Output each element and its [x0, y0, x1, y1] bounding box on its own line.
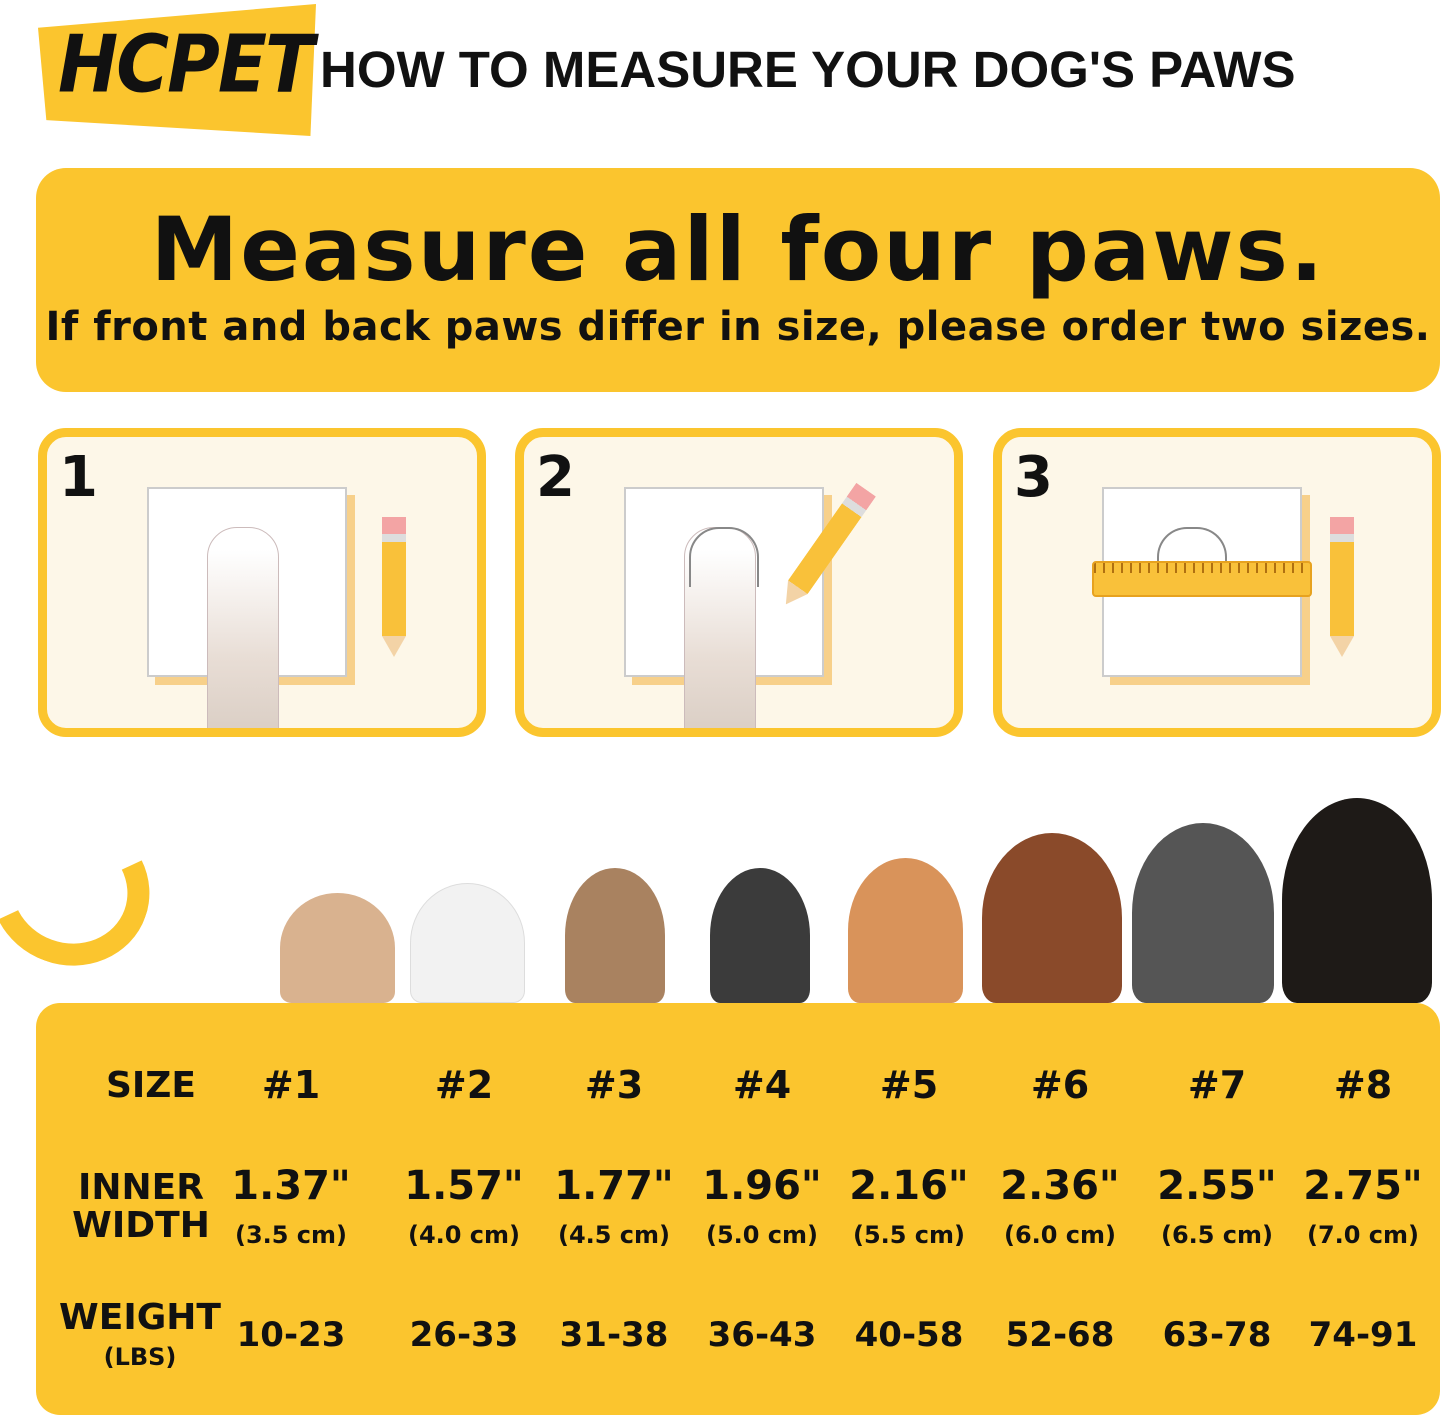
dog-image-schnauzer — [710, 868, 810, 1003]
weight-range-value: 36-43 — [707, 1315, 817, 1355]
width-inches-value: 2.36" — [1000, 1163, 1120, 1209]
step-number: 1 — [59, 445, 98, 510]
weight-unit-label: (LBS) — [103, 1343, 177, 1371]
dog-image-shiba-inu — [848, 858, 963, 1003]
pencil-icon — [382, 517, 406, 657]
dog-image-rottweiler — [1282, 798, 1432, 1003]
step-2-panel: 2 — [515, 428, 963, 737]
decorative-swoosh — [0, 792, 171, 988]
pencil-icon — [1330, 517, 1354, 657]
dog-image-australian-shepherd — [982, 833, 1122, 1003]
brand-logo: HCPET — [58, 17, 314, 111]
width-cm-value: (5.0 cm) — [705, 1221, 819, 1249]
width-cm-value: (3.5 cm) — [234, 1221, 348, 1249]
size-chart-table: SIZE INNER WIDTH WEIGHT (LBS) #1 1.37" (3.5 cm)… — [36, 1003, 1440, 1415]
weight-label: WEIGHT — [59, 1297, 221, 1338]
width-cm-value: (5.5 cm) — [852, 1221, 966, 1249]
size-value: #4 — [732, 1063, 792, 1107]
width-cm-value: (7.0 cm) — [1306, 1221, 1420, 1249]
size-label: SIZE — [105, 1065, 197, 1106]
weight-range-value: 40-58 — [854, 1315, 964, 1355]
weight-range-value: 10-23 — [236, 1315, 346, 1355]
width-inches-value: 1.77" — [554, 1163, 674, 1209]
banner-heading: Measure all four paws. — [150, 198, 1326, 301]
weight-range-value: 26-33 — [409, 1315, 519, 1355]
page-title: HOW TO MEASURE YOUR DOG'S PAWS — [320, 41, 1296, 98]
step-3-panel: 3 — [993, 428, 1441, 737]
size-value: #7 — [1187, 1063, 1247, 1107]
paw-outline-drawing — [1157, 527, 1227, 587]
inner-width-label: WIDTH — [72, 1205, 210, 1246]
width-inches-value: 2.55" — [1157, 1163, 1277, 1209]
paw-outline-drawing — [689, 527, 759, 587]
width-inches-value: 2.16" — [849, 1163, 969, 1209]
step-number: 2 — [536, 445, 575, 510]
width-inches-value: 1.37" — [231, 1163, 351, 1209]
size-value: #3 — [584, 1063, 644, 1107]
width-cm-value: (6.5 cm) — [1160, 1221, 1274, 1249]
ruler-icon — [1092, 561, 1312, 597]
dog-image-yorkshire-terrier — [565, 868, 665, 1003]
width-inches-value: 1.96" — [702, 1163, 822, 1209]
width-cm-value: (4.0 cm) — [407, 1221, 521, 1249]
width-cm-value: (6.0 cm) — [1003, 1221, 1117, 1249]
step-1-panel: 1 — [38, 428, 486, 737]
weight-range-value: 63-78 — [1162, 1315, 1272, 1355]
banner-subheading: If front and back paws differ in size, p… — [45, 304, 1431, 350]
size-value: #8 — [1333, 1063, 1393, 1107]
size-value: #2 — [434, 1063, 494, 1107]
dog-breeds-row — [270, 790, 1440, 1003]
weight-range-value: 31-38 — [559, 1315, 669, 1355]
size-value: #5 — [879, 1063, 939, 1107]
dog-image-husky — [1132, 823, 1274, 1003]
width-inches-value: 1.57" — [404, 1163, 524, 1209]
dog-image-chihuahua — [280, 893, 395, 1003]
dog-image-bichon — [410, 883, 525, 1003]
instruction-banner: Measure all four paws. If front and back… — [36, 168, 1440, 392]
size-value: #6 — [1030, 1063, 1090, 1107]
dog-paw-illustration — [207, 527, 279, 728]
step-number: 3 — [1014, 445, 1053, 510]
inner-width-label: INNER — [78, 1167, 204, 1208]
width-cm-value: (4.5 cm) — [557, 1221, 671, 1249]
weight-range-value: 74-91 — [1308, 1315, 1418, 1355]
logo-background — [38, 4, 316, 136]
size-value: #1 — [261, 1063, 321, 1107]
width-inches-value: 2.75" — [1303, 1163, 1423, 1209]
weight-range-value: 52-68 — [1005, 1315, 1115, 1355]
